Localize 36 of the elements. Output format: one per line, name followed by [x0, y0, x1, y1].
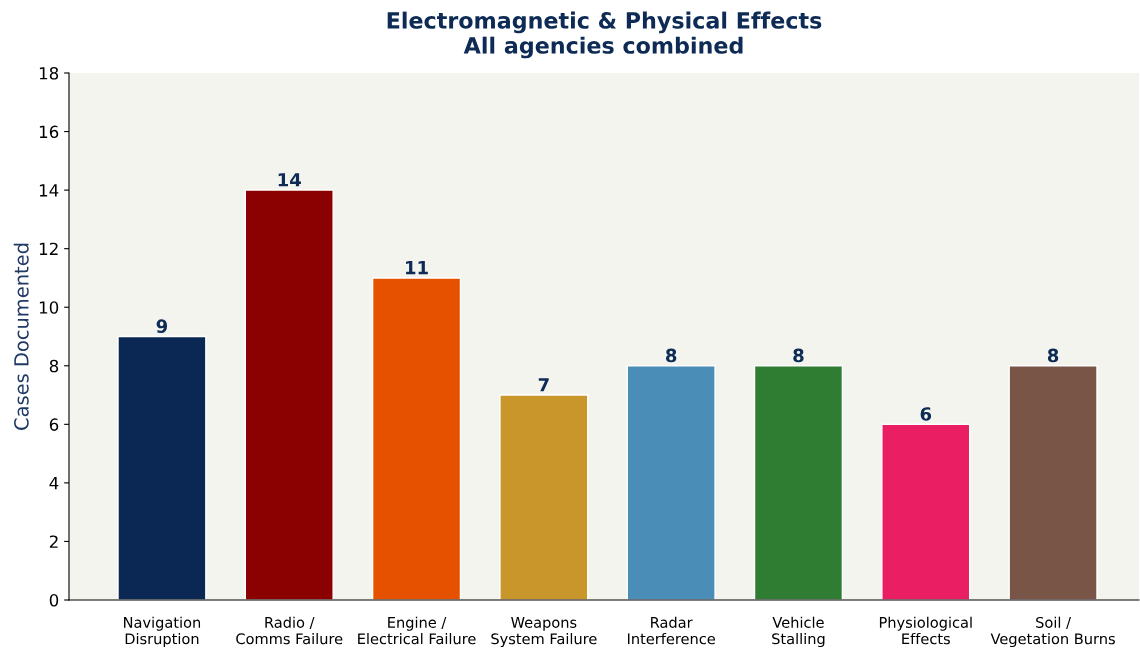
y-tick-label: 14: [39, 184, 59, 197]
y-tick-label: 2: [49, 535, 58, 548]
y-tick-label: 4: [49, 477, 59, 490]
bar: [117, 335, 207, 600]
data-label: 8: [1047, 348, 1059, 363]
x-tick-label: Navigation Disruption: [124, 616, 201, 648]
y-tick-label: 18: [39, 66, 59, 80]
data-label: 8: [793, 348, 804, 363]
x-tick-label: Radar Interference: [627, 616, 715, 645]
y-axis-title: Cases Documented: [13, 243, 29, 430]
data-label: 6: [920, 407, 932, 421]
x-tick-label: Engine / Electrical Failure: [358, 616, 476, 645]
bar: [1008, 365, 1098, 600]
bar: [499, 394, 589, 600]
x-tick-label: Vehicle Stalling: [772, 616, 825, 648]
bar: [244, 189, 334, 600]
y-tick-label: 0: [49, 593, 59, 607]
y-tick-label: 10: [39, 301, 59, 314]
y-tick-label: 6: [49, 418, 59, 431]
x-tick-label: Physiological Effects: [879, 616, 972, 645]
bar: [371, 277, 462, 600]
data-label: 9: [156, 319, 168, 333]
bar: [753, 365, 844, 600]
data-label: 14: [278, 173, 301, 187]
y-tick-label: 16: [39, 125, 59, 139]
y-tick-label: 8: [49, 359, 59, 373]
x-tick-label: Radio / Comms Failure: [236, 616, 343, 645]
chart-title: Electromagnetic & Physical Effects All agencies combined: [387, 11, 822, 59]
y-tick-label: 12: [39, 242, 58, 255]
data-label: 11: [406, 261, 428, 275]
bar: [626, 365, 716, 600]
data-label: 7: [538, 378, 549, 392]
x-tick-label: Weapons System Failure: [491, 617, 597, 648]
data-label: 8: [665, 348, 677, 363]
x-tick-label: Soil / Vegetation Burns: [990, 616, 1115, 648]
bar: [881, 423, 971, 600]
